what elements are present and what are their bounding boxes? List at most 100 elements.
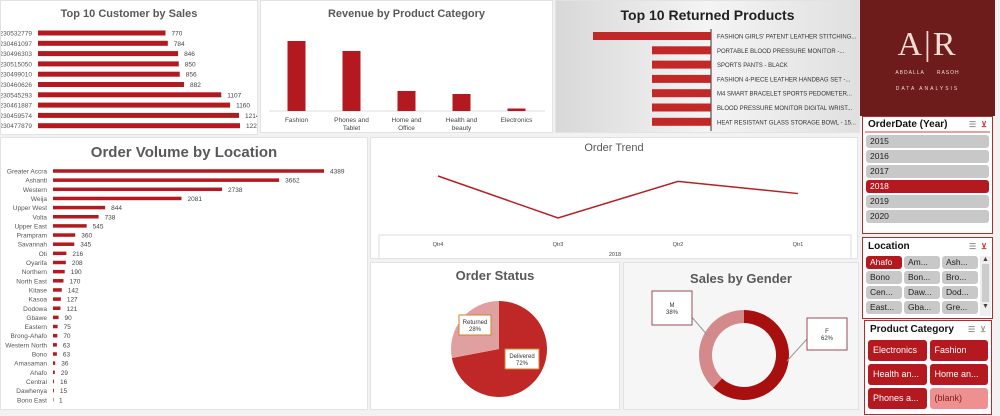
trend-chart-title: Order Trend [584, 142, 644, 154]
category-label: Volta [33, 214, 48, 221]
x-axis-label: 2018 [609, 252, 621, 258]
category-label: Fashion [285, 117, 309, 124]
data-label-value: 72% [516, 361, 529, 367]
category-label: Savannah [18, 242, 48, 249]
year-slicer-title: OrderDate (Year) [868, 118, 948, 130]
logo: A|R ABDALLA RASOH DATA ANALYSIS [860, 0, 995, 116]
data-label: 16 [60, 379, 68, 386]
category-label: 230459574 [1, 113, 32, 120]
bar [38, 82, 185, 87]
data-label: 208 [72, 260, 83, 267]
bar [53, 398, 54, 402]
location-slicer-item[interactable]: Daw... [904, 286, 940, 299]
bar [38, 30, 166, 36]
bar [53, 233, 76, 237]
category-slicer-item[interactable]: Phones a... [868, 388, 927, 409]
bar [53, 306, 61, 310]
bar [53, 242, 75, 246]
donut-slice-f [713, 310, 789, 400]
logo-tagline: DATA ANALYSIS [895, 86, 960, 92]
category-label: Dawhenya [16, 388, 47, 395]
gender-chart-title: Sales by Gender [690, 271, 792, 286]
data-label: 345 [80, 242, 91, 249]
location-chart-title: Order Volume by Location [90, 144, 278, 161]
category-label: Ahafo [30, 370, 47, 377]
data-label: 1 [59, 397, 63, 404]
data-label: 1220 [246, 123, 258, 130]
bar [38, 61, 179, 67]
year-slicer-item[interactable]: 2019 [866, 195, 989, 208]
bar [38, 92, 222, 98]
clear-filter-icon[interactable]: ⊻ [981, 119, 987, 129]
location-slicer-item[interactable]: Ahafo [866, 256, 902, 269]
category-label: Kasoa [29, 297, 48, 304]
category-label: Kitase [29, 287, 47, 294]
bar [53, 196, 182, 201]
location-slicer-item[interactable]: East... [866, 301, 902, 314]
category-slicer-item[interactable]: Home an... [929, 364, 988, 385]
data-label: 190 [71, 269, 82, 276]
gender-chart-panel: Sales by Gender F 62% M 38% [623, 262, 859, 410]
status-chart-title: Order Status [455, 268, 535, 283]
year-slicer-item[interactable]: 2017 [866, 165, 989, 178]
category-label: Phones and Tablet [334, 117, 369, 132]
status-chart-panel: Order Status Delivered 72% Returned 28% [370, 262, 620, 410]
data-label: 1107 [227, 92, 241, 99]
category-label: HEAT RESISTANT GLASS STORAGE BOWL - 15..… [717, 120, 856, 126]
bar [53, 205, 106, 210]
bar [53, 379, 54, 384]
bar [652, 103, 711, 112]
category-slicer-item[interactable]: (blank) [929, 388, 988, 409]
year-slicer-item[interactable]: 2018 [866, 180, 989, 193]
revenue-chart-title: Revenue by Product Category [327, 8, 486, 20]
data-label: 360 [81, 233, 92, 240]
data-label-box [651, 290, 693, 326]
category-label: Western [23, 187, 47, 194]
location-slicer-item[interactable]: Cen... [866, 286, 902, 299]
multi-select-icon[interactable]: ☰ [967, 324, 976, 334]
clear-filter-icon[interactable]: ⊻ [981, 241, 987, 251]
data-label: 545 [93, 223, 104, 230]
location-slicer-item[interactable]: Bon... [904, 271, 940, 284]
year-slicer-item[interactable]: 2015 [866, 135, 989, 148]
category-label: Upper West [13, 205, 47, 212]
location-slicer-item[interactable]: Ash... [942, 256, 978, 269]
category-label: 230477879 [1, 123, 32, 130]
year-slicer-item[interactable]: 2016 [866, 150, 989, 163]
location-slicer-item[interactable]: Gre... [942, 301, 978, 314]
data-label: 856 [186, 72, 197, 79]
year-slicer-item[interactable]: 2020 [866, 210, 989, 223]
location-slicer-item[interactable]: Bro... [942, 271, 978, 284]
data-label: 784 [174, 41, 185, 48]
data-label-category: Delivered [509, 354, 534, 360]
trend-chart-panel: Order Trend Qtr4 Qtr3 Qtr2 Qtr1 2018 [370, 137, 858, 259]
bar [38, 51, 179, 57]
pie-slice-delivered [451, 301, 547, 397]
data-label: 844 [111, 205, 122, 212]
bar [53, 169, 324, 173]
category-slicer-item[interactable]: Fashion [929, 340, 988, 361]
category-label: 230532779 [1, 31, 32, 38]
category-label: SPORTS PANTS - BLACK [717, 63, 788, 69]
location-slicer-item[interactable]: Am... [904, 256, 940, 269]
bar [38, 112, 240, 118]
category-slicer-item[interactable]: Health an... [868, 364, 927, 385]
clear-filter-icon[interactable]: ⊻ [980, 324, 986, 334]
multi-select-icon[interactable]: ☰ [968, 119, 977, 129]
category-label: 230515050 [1, 61, 32, 68]
gender-chart: F62% M38% [651, 290, 848, 400]
location-scrollbar[interactable]: ▲ ▼ [980, 256, 991, 316]
category-label: Weija [31, 196, 48, 203]
bar [53, 269, 65, 274]
location-slicer-item[interactable]: Bono [866, 271, 902, 284]
multi-select-icon[interactable]: ☰ [968, 241, 977, 251]
bar [507, 108, 526, 111]
data-label: 3662 [285, 178, 300, 185]
data-label: 90 [65, 315, 73, 322]
location-slicer-item[interactable]: Gba... [904, 301, 940, 314]
donut-slice-m [699, 310, 744, 388]
data-label: 36 [61, 361, 69, 368]
data-label-category: M [670, 303, 675, 309]
location-slicer-item[interactable]: Dod... [942, 286, 978, 299]
category-slicer-item[interactable]: Electronics [868, 340, 927, 361]
